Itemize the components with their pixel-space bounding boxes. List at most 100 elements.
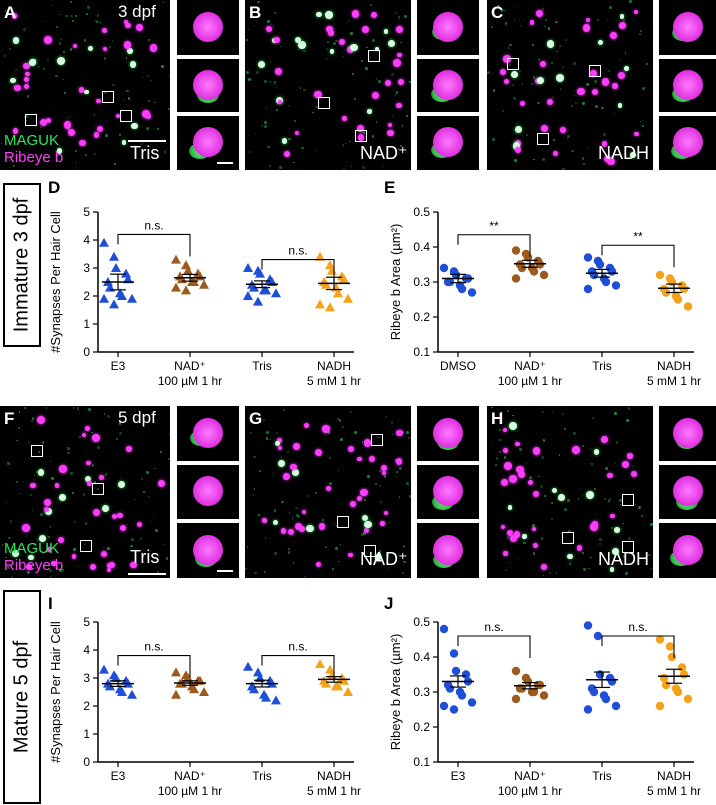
neurite-speck [61,569,64,571]
neurite-speck [345,142,347,144]
inset-ribeye-blob [672,476,703,506]
synapse-punctum [56,148,63,154]
neurite-speck [282,409,285,412]
roi-box [367,49,380,62]
data-point [271,288,281,298]
neurite-speck [588,567,590,569]
data-point [439,263,449,273]
neurite-speck [557,498,559,500]
y-tick-label: 5 [83,615,90,629]
neurite-speck [582,163,585,166]
y-tick-label: 5 [83,205,90,219]
y-tick-label: 0.3 [413,685,430,699]
neurite-speck [561,65,564,68]
panel-letter-j: J [384,594,394,613]
synapse-punctum [363,527,370,534]
neurite-speck [650,567,652,570]
neurite-speck [342,426,344,429]
neurite-speck [27,441,29,444]
neurite-speck [4,55,7,58]
neurite-speck [126,523,128,525]
neurite-speck [67,447,71,451]
neurite-speck [566,135,570,139]
inset-ribeye-blob [672,69,703,100]
synapse-punctum [341,116,347,121]
synapse-punctum [101,27,107,33]
neurite-speck [41,20,43,22]
neurite-speck [260,124,264,127]
neurite-speck [585,83,589,86]
neurite-speck [551,411,554,413]
neurite-speck [267,145,270,148]
neurite-speck [568,530,572,534]
x-tick-label: NADH [657,359,691,373]
neurite-speck [593,79,597,83]
neurite-speck [560,88,562,90]
neurite-speck [532,552,535,555]
synapse-punctum [515,441,520,447]
data-point [511,694,521,704]
synapse-punctum [273,519,279,526]
synapse-punctum [124,22,131,29]
neurite-speck [336,525,339,528]
micrograph-h [487,406,653,578]
y-tick-label: 4 [83,233,90,247]
data-point [457,284,467,294]
neurite-speck [88,96,91,99]
synapse-punctum [396,52,402,58]
neurite-speck [4,10,7,12]
neurite-speck [280,46,282,48]
synapse-punctum [590,523,599,532]
neurite-speck [519,6,521,8]
neurite-speck [113,163,116,166]
data-point [99,664,109,674]
neurite-speck [620,59,622,62]
data-point [683,694,693,704]
neurite-speck [589,448,592,450]
synapse-punctum [360,488,368,496]
synapse-punctum [393,59,402,68]
neurite-speck [395,12,398,14]
synapse-punctum [274,37,281,44]
data-point [601,277,611,287]
y-tick-label: 0.5 [413,615,430,629]
synapse-punctum [536,76,545,85]
inset-ribeye-blob [672,127,703,157]
data-point [261,285,271,295]
neurite-speck [397,148,400,150]
data-point [117,291,127,300]
neurite-speck [632,465,634,468]
significance-label: n.s. [484,620,503,634]
neurite-speck [628,537,631,540]
neurite-speck [279,166,282,169]
synapse-punctum [112,513,118,519]
data-point [127,689,137,699]
neurite-speck [504,569,507,572]
data-point [333,288,343,298]
neurite-speck [36,539,38,541]
synapse-punctum [85,425,90,431]
neurite-speck [335,39,338,43]
neurite-speck [523,20,525,22]
synapse-punctum [123,20,128,25]
neurite-speck [272,473,274,475]
synapse-punctum [536,10,544,18]
neurite-speck [634,504,637,506]
data-point [243,263,253,272]
synapse-punctum [117,512,123,518]
inset-g-1 [417,406,479,461]
synapse-punctum [547,99,554,105]
synapse-punctum [93,132,100,138]
neurite-speck [147,39,151,42]
neurite-speck [532,44,534,46]
data-point [611,701,621,711]
synapse-punctum [316,11,322,18]
synapse-punctum [541,125,549,132]
neurite-speck [601,106,604,110]
neurite-speck [118,422,122,426]
y-tick-label: 0.3 [413,275,430,289]
synapse-punctum [277,438,282,443]
roi-box [562,532,575,545]
synapse-punctum [54,483,60,488]
neurite-speck [494,464,497,467]
